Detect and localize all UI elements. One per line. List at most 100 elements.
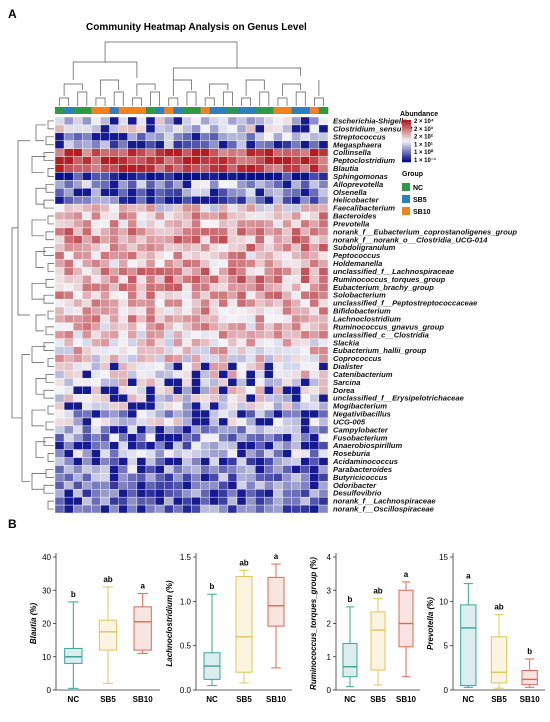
heatmap-cell <box>72 322 83 332</box>
heatmap-cell <box>318 481 329 490</box>
heatmap-cell <box>291 180 301 189</box>
heatmap-cell <box>54 211 65 221</box>
heatmap-cell <box>154 401 165 411</box>
heatmap-cell <box>82 283 92 292</box>
heatmap-cell <box>100 243 110 252</box>
heatmap-cell <box>145 338 156 347</box>
heatmap-cell <box>91 354 101 363</box>
heatmap-cell <box>91 496 101 506</box>
heatmap-cell <box>109 227 119 237</box>
heatmap-cell <box>173 116 183 126</box>
heatmap-cell <box>109 298 119 308</box>
heatmap-cell <box>118 425 128 435</box>
heatmap-cell <box>63 219 74 229</box>
heatmap-cell <box>191 291 201 300</box>
heatmap-cell <box>54 346 65 355</box>
heatmap-cell <box>200 457 210 466</box>
heatmap-cell <box>91 283 101 292</box>
heatmap-cell <box>136 362 147 371</box>
heatmap-cell <box>127 275 138 284</box>
heatmap-cell <box>154 409 165 419</box>
heatmap-cell <box>100 180 110 189</box>
heatmap-cell <box>273 362 283 371</box>
heatmap-cell <box>54 417 65 427</box>
heatmap-cell <box>91 291 101 300</box>
heatmap-cell <box>136 346 147 355</box>
heatmap-cell <box>136 291 147 300</box>
heatmap-cell <box>218 433 229 442</box>
group-strip-cell <box>173 107 183 114</box>
heatmap-cell <box>182 148 192 157</box>
heatmap-cell <box>264 188 274 197</box>
heatmap-cell <box>63 124 74 134</box>
heatmap-cell <box>254 346 265 355</box>
group-strip-cell <box>246 107 256 114</box>
row-label: norank_f__Oscillospiraceae <box>333 505 435 514</box>
heatmap-cell <box>200 156 210 165</box>
heatmap-cell <box>236 306 247 316</box>
heatmap-cell <box>118 322 128 332</box>
heatmap-cell <box>100 275 110 284</box>
heatmap-cell <box>227 449 238 458</box>
heatmap-cell <box>109 489 119 498</box>
heatmap-cell <box>318 354 329 363</box>
heatmap-cell <box>245 172 256 181</box>
heatmap-cell <box>136 188 147 197</box>
heatmap-cell <box>118 132 128 141</box>
heatmap-cell <box>72 401 83 411</box>
heatmap-cell <box>218 409 229 419</box>
heatmap-cell <box>154 164 165 173</box>
heatmap-cell <box>91 401 101 411</box>
scale-swatch <box>402 120 411 123</box>
heatmap-cell <box>282 275 292 284</box>
heatmap-cell <box>100 425 110 435</box>
heatmap-cell <box>109 354 119 363</box>
heatmap-cell <box>82 132 92 141</box>
heatmap-cell <box>227 227 238 237</box>
heatmap-cell <box>291 211 301 221</box>
scale-tick-label: 1 × 10¹ <box>414 141 433 148</box>
heatmap-cell <box>173 298 183 308</box>
heatmap-cell <box>227 291 238 300</box>
heatmap-cell <box>236 298 247 308</box>
heatmap-cell <box>218 354 229 363</box>
heatmap-cell <box>227 172 238 181</box>
heatmap-cell <box>54 180 65 189</box>
heatmap-cell <box>182 394 192 403</box>
heatmap-cell <box>54 172 65 181</box>
heatmap-cell <box>227 267 238 276</box>
heatmap-cell <box>300 188 311 197</box>
row-label: Lachnoclostridium <box>333 314 401 323</box>
heatmap-cell <box>163 354 174 363</box>
heatmap-cell <box>91 259 101 268</box>
heatmap-cell <box>72 394 83 403</box>
heatmap-cell <box>273 306 283 316</box>
heatmap-cell <box>282 465 292 474</box>
heatmap-cell <box>209 156 219 165</box>
heatmap-cell <box>209 267 219 276</box>
heatmap-cell <box>309 401 320 411</box>
heatmap-cell <box>54 203 65 213</box>
heatmap-cell <box>254 267 265 276</box>
heatmap-cell <box>200 465 210 474</box>
heatmap-cell <box>291 425 301 435</box>
heatmap-cell <box>318 465 329 474</box>
row-label: Solobacterium <box>333 291 386 300</box>
heatmap-cell <box>300 465 311 474</box>
heatmap-cell <box>154 172 165 181</box>
heatmap-cell <box>273 148 283 157</box>
heatmap-cell <box>63 188 74 197</box>
heatmap-cell <box>254 203 265 213</box>
heatmap-cell <box>291 378 301 387</box>
heatmap-cell <box>145 465 156 474</box>
heatmap-cell <box>136 156 147 165</box>
heatmap-cell <box>191 227 201 237</box>
heatmap-cell <box>145 211 156 221</box>
heatmap-cell <box>191 338 201 347</box>
heatmap-cell <box>273 314 283 324</box>
heatmap-cell <box>100 496 110 506</box>
heatmap-cell <box>72 481 83 490</box>
heatmap-cell <box>109 259 119 268</box>
heatmap-cell <box>245 203 256 213</box>
heatmap-cell <box>309 172 320 181</box>
